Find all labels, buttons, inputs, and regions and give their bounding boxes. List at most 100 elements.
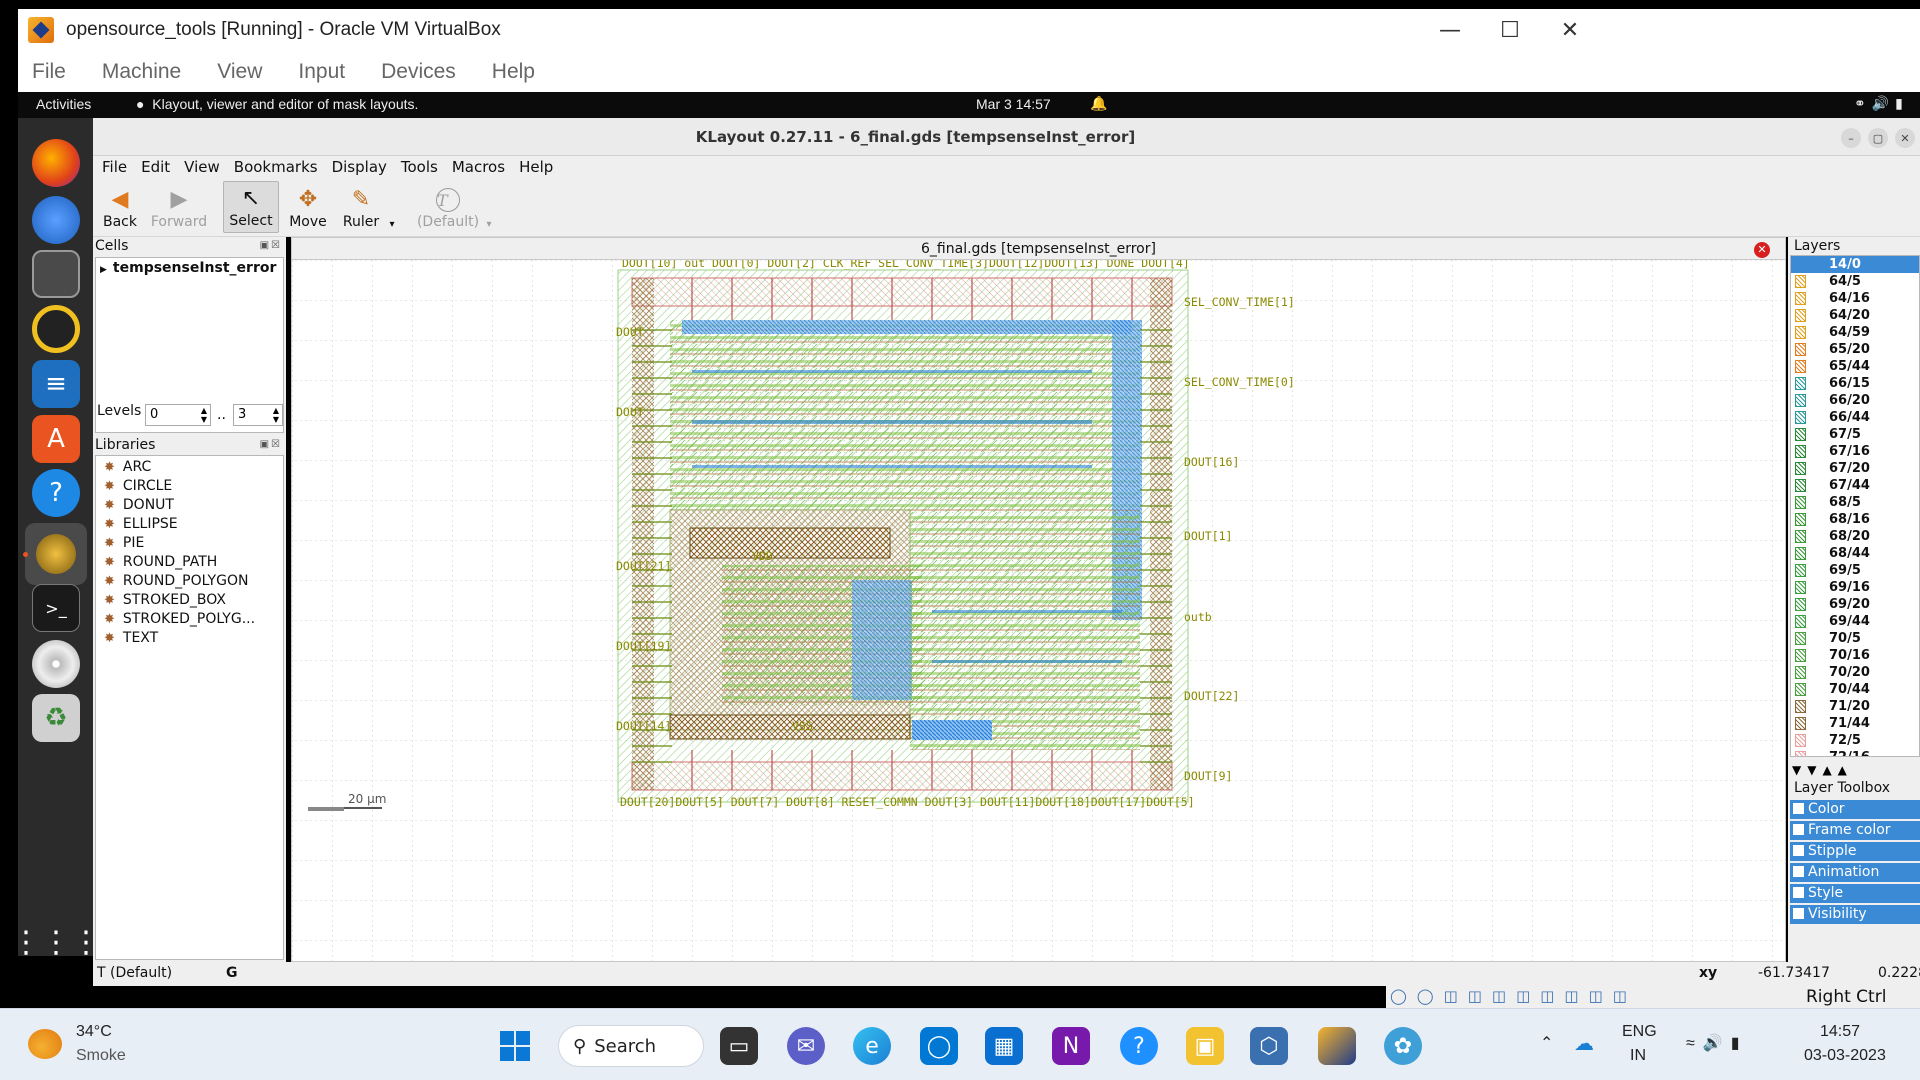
layer-nav-buttons[interactable]: ▼▼▲▲	[1792, 763, 1853, 777]
vbox-menu-devices[interactable]: Devices	[381, 59, 456, 83]
cube-app-icon[interactable]: ⬡	[1250, 1027, 1288, 1065]
layer-item[interactable]: 72/16	[1791, 749, 1919, 756]
vbox-menu-view[interactable]: View	[217, 59, 263, 83]
app-indicator[interactable]: ● Klayout, viewer and editor of mask lay…	[136, 96, 418, 112]
layer-item[interactable]: 68/16	[1791, 511, 1919, 528]
layer-item[interactable]: 71/20	[1791, 698, 1919, 715]
onedrive-icon[interactable]: ☁	[1574, 1033, 1594, 1055]
panel-buttons[interactable]: ▣☒	[259, 439, 282, 450]
paint-app-icon[interactable]: ✿	[1384, 1027, 1422, 1065]
menu-edit[interactable]: Edit	[141, 158, 171, 176]
level-to-spinbox[interactable]: 3 ▲ ▼	[233, 404, 283, 426]
vbox-menu-input[interactable]: Input	[298, 59, 346, 83]
layer-item[interactable]: 66/20	[1791, 392, 1919, 409]
layer-item[interactable]: 69/20	[1791, 596, 1919, 613]
library-item[interactable]: ✸ ROUND_PATH	[104, 554, 218, 570]
panel-buttons[interactable]: ▣☒	[259, 240, 282, 251]
close-tab-icon[interactable]: ✕	[1754, 242, 1770, 258]
rhythmbox-icon[interactable]	[32, 305, 80, 353]
cell-tree-item[interactable]: ▶ tempsenseInst_error	[100, 260, 277, 276]
edge-icon[interactable]: e	[853, 1027, 891, 1065]
layer-item[interactable]: 64/20	[1791, 307, 1919, 324]
layer-item[interactable]: 14/0	[1791, 256, 1919, 273]
vbox-menu-help[interactable]: Help	[491, 59, 535, 83]
layer-item[interactable]: 64/59	[1791, 324, 1919, 341]
library-item[interactable]: ✸ CIRCLE	[104, 478, 173, 494]
disc-icon[interactable]	[32, 640, 80, 688]
show-apps-icon[interactable]: ⋮⋮⋮	[11, 924, 101, 960]
system-tray[interactable]: ⚭🔊▮	[1854, 95, 1909, 112]
layer-item[interactable]: 65/20	[1791, 341, 1919, 358]
vbox-device-icons[interactable]: ◯◯◫◫◫◫◫◫◫◫	[1390, 987, 1637, 1005]
layout-canvas[interactable]: DOUT[10] out DOUT[0] DOUT[2] CLK_REF SEL…	[292, 260, 1785, 962]
close-button[interactable]: ✕	[1560, 17, 1580, 43]
ruler-tool-button[interactable]: ✎ Ruler	[342, 187, 380, 231]
library-item[interactable]: ✸ TEXT	[104, 630, 159, 646]
store-icon[interactable]: ▦	[985, 1027, 1023, 1065]
taskbar-time[interactable]: 14:57	[1820, 1023, 1861, 1040]
language-label[interactable]: ENG	[1622, 1023, 1657, 1040]
library-item[interactable]: ✸ ELLIPSE	[104, 516, 178, 532]
layer-item[interactable]: 64/5	[1791, 273, 1919, 290]
layer-item[interactable]: 72/5	[1791, 732, 1919, 749]
library-item[interactable]: ✸ DONUT	[104, 497, 174, 513]
toolbox-stipple[interactable]: Stipple	[1790, 842, 1920, 861]
trash-icon[interactable]: ♻	[32, 694, 80, 742]
layer-item[interactable]: 70/44	[1791, 681, 1919, 698]
menu-tools[interactable]: Tools	[400, 158, 438, 176]
layer-item[interactable]: 70/20	[1791, 664, 1919, 681]
layout-tab[interactable]: 6_final.gds [tempsenseInst_error]	[292, 238, 1785, 260]
taskbar-search[interactable]: ⚲ Search	[558, 1025, 704, 1067]
text-tool-dropdown[interactable]: ▾	[482, 181, 496, 233]
weather-temp[interactable]: 34°C	[76, 1023, 112, 1040]
terminal-icon[interactable]: >_	[32, 584, 80, 632]
vbox-menu-file[interactable]: File	[32, 59, 66, 83]
libreoffice-writer-icon[interactable]: ≡	[32, 360, 80, 408]
ubuntu-software-icon[interactable]: A	[32, 415, 80, 463]
onenote-icon[interactable]: N	[1052, 1027, 1090, 1065]
toolbox-visibility[interactable]: Visibility	[1790, 905, 1920, 924]
select-tool-button[interactable]: ↖ Select	[223, 181, 279, 233]
expand-arrow-icon[interactable]: ▶	[100, 265, 107, 275]
help-app-icon[interactable]: ?	[1120, 1027, 1158, 1065]
files-icon[interactable]	[32, 250, 80, 298]
menu-help[interactable]: Help	[519, 158, 554, 176]
library-item[interactable]: ✸ STROKED_BOX	[104, 592, 226, 608]
clock[interactable]: Mar 3 14:57	[976, 96, 1051, 112]
layer-item[interactable]: 70/16	[1791, 647, 1919, 664]
back-button[interactable]: ◀ Back	[103, 187, 137, 231]
file-explorer-icon[interactable]: ▣	[1186, 1027, 1224, 1065]
cell-tree[interactable]: ▶ tempsenseInst_error	[95, 257, 284, 433]
menu-macros[interactable]: Macros	[451, 158, 506, 176]
task-view-icon[interactable]: ▭	[720, 1027, 758, 1065]
layer-item[interactable]: 65/44	[1791, 358, 1919, 375]
firefox-icon[interactable]	[32, 139, 80, 187]
layer-item[interactable]: 70/5	[1791, 630, 1919, 647]
klayout-dock-icon[interactable]	[25, 523, 87, 585]
menu-file[interactable]: File	[102, 158, 128, 176]
layer-item[interactable]: 67/44	[1791, 477, 1919, 494]
layer-item[interactable]: 71/44	[1791, 715, 1919, 732]
chat-icon[interactable]: ✉	[787, 1027, 825, 1065]
menu-view[interactable]: View	[184, 158, 220, 176]
library-item[interactable]: ✸ STROKED_POLYG...	[104, 611, 256, 627]
layer-item[interactable]: 66/15	[1791, 375, 1919, 392]
klayout-maximize-button[interactable]: ▢	[1868, 128, 1888, 148]
layer-item[interactable]: 68/20	[1791, 528, 1919, 545]
activities-button[interactable]: Activities	[36, 96, 92, 112]
layer-item[interactable]: 69/5	[1791, 562, 1919, 579]
vbox-menu-machine[interactable]: Machine	[101, 59, 182, 83]
klayout-close-button[interactable]: ✕	[1895, 128, 1915, 148]
layout-view[interactable]: 6_final.gds [tempsenseInst_error] ✕	[291, 237, 1786, 962]
toolbox-frame-color[interactable]: Frame color	[1790, 821, 1920, 840]
layer-item[interactable]: 67/16	[1791, 443, 1919, 460]
show-hidden-icons[interactable]: ⌃	[1540, 1035, 1554, 1052]
layer-item[interactable]: 67/20	[1791, 460, 1919, 477]
menu-display[interactable]: Display	[331, 158, 387, 176]
menu-bookmarks[interactable]: Bookmarks	[233, 158, 318, 176]
forward-button[interactable]: ▶ Forward	[150, 187, 208, 231]
weather-icon[interactable]	[28, 1029, 62, 1059]
library-item[interactable]: ✸ PIE	[104, 535, 145, 551]
start-button[interactable]	[496, 1027, 534, 1065]
layer-item[interactable]: 68/5	[1791, 494, 1919, 511]
